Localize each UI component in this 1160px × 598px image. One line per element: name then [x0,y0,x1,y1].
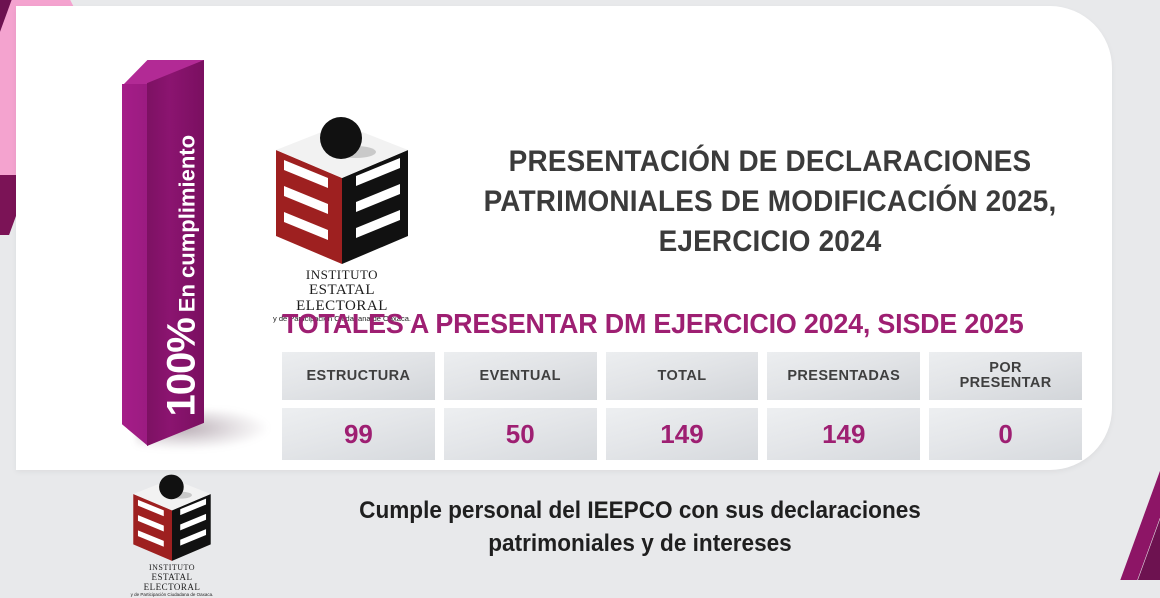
table-header-presentadas-line1: PRESENTADAS [787,367,901,384]
logo-caption-line3: y de Participación Ciudadana de Oaxaca. [130,592,214,597]
ballot-box-svg [276,117,408,264]
table-header-eventual-line1: EVENTUAL [479,367,561,384]
progress-bar-left-face [122,84,148,446]
ieepco-logo-footer: INSTITUTO ESTATAL ELECTORAL y de Partici… [128,474,216,598]
table-header-presentadas: PRESENTADAS [767,352,921,400]
ballot-box-svg [133,474,211,561]
ieepco-logo: INSTITUTO ESTATAL ELECTORAL y de Partici… [268,116,416,323]
table-header-por-presentar-line1: POR [989,360,1022,376]
footer-caption-line1: Cumple personal del IEEPCO con sus decla… [359,497,921,524]
table-value-por-presentar: 0 [929,408,1082,460]
table-header-por-presentar-line2: PRESENTAR [959,375,1052,391]
table-header-por-presentar: POR PRESENTAR [929,352,1082,400]
table-header-total-line1: TOTAL [657,367,707,384]
page-title-line2: PATRIMONIALES DE MODIFICACIÓN 2025, [483,185,1057,218]
table-value-total: 149 [605,408,759,460]
logo-caption-line3: y de Participación Ciudadana de Oaxaca. [272,314,411,323]
table-header-eventual: EVENTUAL [443,352,597,400]
page-title-line3: EJERCICIO 2024 [658,225,882,258]
logo-caption-line1: INSTITUTO [148,563,196,572]
table-value-estructura: 99 [282,408,435,460]
progress-bar-label: En cumplimiento [174,134,200,313]
footer-caption-line2: patrimoniales y de intereses [488,530,792,557]
logo-caption-line2: ESTATAL ELECTORAL [296,282,388,314]
page-title-line1: PRESENTACIÓN DE DECLARACIONES [508,145,1032,178]
progress-bar-label-group: 100% En cumplimiento [160,61,205,421]
logo-caption: INSTITUTO ESTATAL ELECTORAL y de Partici… [268,267,416,324]
table-subtitle: TOTALES A PRESENTAR DM EJERCICIO 2024, S… [282,308,1024,339]
progress-percent-value: 100% [159,318,204,417]
table-value-row: 99 50 149 149 0 [282,408,1082,460]
ballot-box-cube-icon [128,474,216,562]
progress-bar-front-face [147,60,204,446]
progress-bar-3d: 100% En cumplimiento [122,58,268,458]
table-header-total: TOTAL [605,352,759,400]
table-header-row: ESTRUCTURA EVENTUAL TOTAL PRESENTADAS PO… [282,352,1082,400]
table-header-estructura: ESTRUCTURA [282,352,435,400]
ballot-box-cube-icon [268,116,416,266]
logo-caption: INSTITUTO ESTATAL ELECTORAL y de Partici… [128,563,216,598]
table-value-presentadas: 149 [767,408,921,460]
footer-caption: Cumple personal del IEEPCO con sus decla… [273,494,1006,560]
logo-caption-line1: INSTITUTO [305,267,379,282]
stats-table: ESTRUCTURA EVENTUAL TOTAL PRESENTADAS PO… [282,352,1082,460]
table-header-estructura-line1: ESTRUCTURA [306,367,411,384]
table-value-eventual: 50 [443,408,597,460]
decor-band-magenta [1117,351,1160,580]
page-title: PRESENTACIÓN DE DECLARACIONES PATRIMONIA… [463,142,1077,262]
logo-caption-line2: ESTATAL ELECTORAL [143,572,201,592]
